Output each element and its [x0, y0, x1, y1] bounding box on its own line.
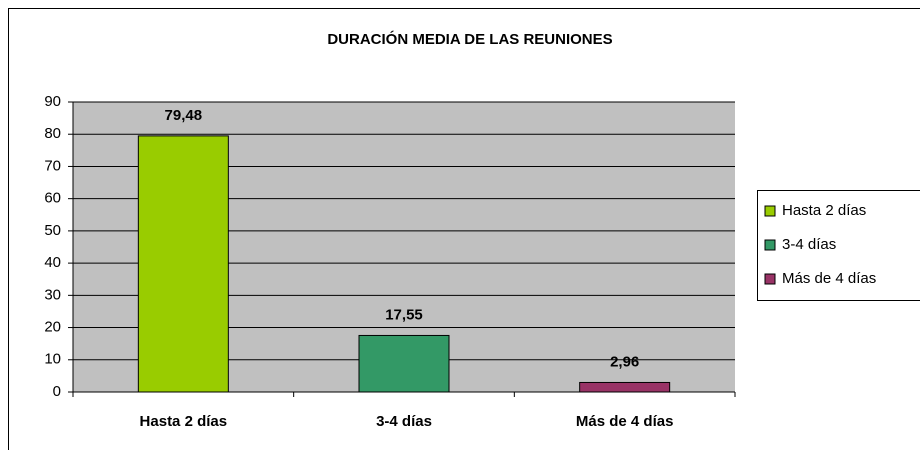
- chart-title: DURACIÓN MEDIA DE LAS REUNIONES: [327, 30, 612, 48]
- y-tick-label: 50: [44, 222, 61, 239]
- data-label: 2,96: [610, 353, 639, 370]
- legend-swatch: [764, 273, 776, 285]
- legend-label: 3-4 días: [782, 236, 836, 253]
- legend-label: Más de 4 días: [782, 270, 876, 287]
- y-tick-label: 40: [44, 254, 61, 271]
- y-tick-label: 10: [44, 351, 61, 368]
- y-tick-label: 30: [44, 286, 61, 303]
- data-label: 79,48: [165, 107, 203, 124]
- bar: [137, 135, 229, 393]
- x-tick-label: 3-4 días: [376, 413, 432, 430]
- legend-swatch: [764, 239, 776, 251]
- y-tick-label: 90: [44, 93, 61, 110]
- y-tick-label: 0: [53, 383, 61, 400]
- x-tick-label: Hasta 2 días: [140, 413, 228, 430]
- y-tick-label: 80: [44, 125, 61, 142]
- bar: [579, 381, 671, 393]
- data-label: 17,55: [385, 306, 423, 323]
- legend-label: Hasta 2 días: [782, 202, 866, 219]
- x-tick-label: Más de 4 días: [576, 413, 674, 430]
- legend-swatch: [764, 205, 776, 217]
- y-tick-label: 60: [44, 190, 61, 207]
- y-tick-label: 20: [44, 319, 61, 336]
- bar: [358, 334, 450, 393]
- y-tick-label: 70: [44, 157, 61, 174]
- legend: [757, 190, 920, 301]
